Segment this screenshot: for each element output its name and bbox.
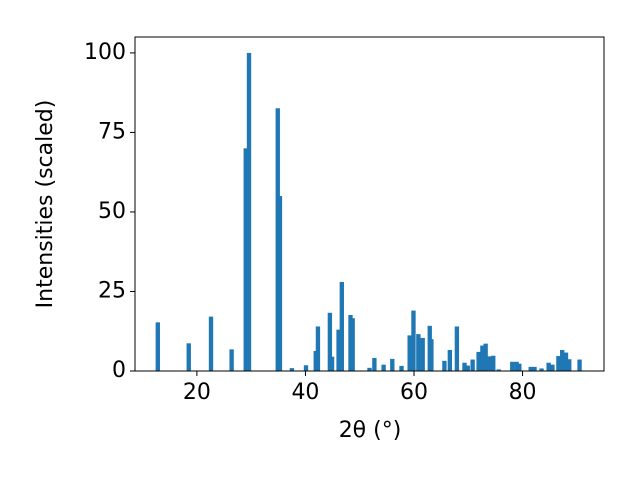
bar: [476, 351, 481, 371]
y-tick-label: 75: [98, 119, 126, 144]
bar: [480, 345, 485, 371]
bar: [420, 337, 425, 371]
bar: [155, 322, 160, 371]
y-tick-label: 25: [98, 278, 126, 303]
bar: [514, 361, 519, 371]
bar: [429, 339, 434, 371]
bar: [577, 359, 582, 371]
bar: [350, 318, 355, 371]
bar: [539, 368, 544, 371]
x-tick-label: 40: [291, 380, 319, 405]
bar: [339, 281, 344, 371]
bar: [528, 366, 533, 371]
y-tick-label: 50: [98, 199, 126, 224]
bar: [462, 362, 467, 371]
bar: [327, 312, 333, 371]
bar: [243, 148, 248, 371]
bar: [336, 329, 341, 371]
y-axis-label: Intensities (scaled): [33, 100, 58, 309]
x-tick-label: 80: [509, 380, 537, 405]
bar: [447, 350, 453, 371]
bar: [491, 355, 496, 371]
bar: [315, 326, 321, 371]
y-tick-label: 0: [112, 358, 126, 383]
bar: [372, 357, 377, 371]
x-axis-label: 2θ (°): [339, 418, 402, 443]
plot-frame: [134, 36, 605, 372]
x-tick-label: 60: [400, 380, 428, 405]
bar: [416, 334, 421, 371]
bar: [246, 52, 252, 372]
bar: [496, 369, 501, 371]
bar: [510, 361, 515, 371]
bar: [567, 359, 572, 371]
bar: [407, 335, 412, 371]
bar: [399, 365, 404, 371]
bar: [390, 358, 395, 371]
bar: [289, 368, 295, 371]
bar: [517, 363, 522, 371]
bar: [532, 366, 537, 371]
y-tick-label: 100: [84, 40, 126, 65]
bar: [208, 316, 214, 371]
bar: [381, 364, 386, 371]
bar: [329, 356, 335, 371]
bar: [560, 350, 565, 371]
bar: [487, 356, 492, 371]
bar: [229, 349, 234, 371]
bar: [454, 326, 460, 371]
bar: [483, 343, 488, 371]
bar: [556, 356, 561, 371]
bar: [186, 343, 191, 371]
bar: [470, 359, 475, 371]
bar: [550, 364, 555, 371]
bar: [563, 352, 569, 371]
bar: [303, 365, 309, 371]
bar: [465, 365, 470, 371]
bar: [546, 362, 551, 371]
x-tick-label: 20: [183, 380, 211, 405]
bar: [442, 360, 447, 371]
bar: [411, 310, 416, 371]
bar: [367, 367, 372, 371]
bar: [277, 196, 283, 371]
